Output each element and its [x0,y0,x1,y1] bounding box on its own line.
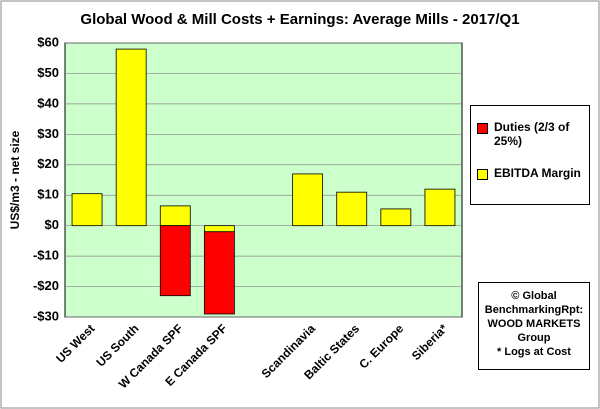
bar [336,191,368,227]
bar [159,205,191,227]
legend-entry: Duties (2/3 of 25%) [475,120,585,148]
y-tick-label: $0 [45,217,59,232]
annotation-line: BenchmarkingRpt: [484,304,584,316]
legend-label: Duties (2/3 of 25%) [494,120,570,148]
legend-label: EBITDA Margin [494,166,581,180]
legend-swatch [477,123,488,134]
legend-entry: EBITDA Margin [475,166,585,180]
bar [71,193,103,227]
annotation-line: * Logs at Cost [497,346,571,358]
y-tick-label: $30 [37,126,59,141]
annotation-line: WOOD MARKETS [487,318,581,330]
bar [424,188,456,227]
annotation-box: © Global BenchmarkingRpt: WOOD MARKETS Grou… [478,282,590,370]
annotation-line: Group [517,332,551,344]
y-tick-label: $10 [37,187,59,202]
chart-title: Global Wood & Mill Costs + Earnings: Ave… [80,11,519,28]
y-tick-label: -$30 [33,308,59,323]
bar [380,208,412,227]
bar [203,225,235,233]
legend: Duties (2/3 of 25%) EBITDA Margin [470,105,590,205]
bar [203,231,235,315]
y-tick-label: $60 [37,34,59,49]
bar [115,48,147,227]
bar [159,225,191,297]
y-tick-label: $40 [37,95,59,110]
y-axis-label: US$/m3 - net size [8,130,22,229]
y-tick-label: -$10 [33,248,59,263]
y-tick-label: -$20 [33,278,59,293]
y-tick-label: $50 [37,65,59,80]
annotation-line: © Global [511,290,557,302]
y-tick-label: $20 [37,156,59,171]
legend-swatch [477,169,488,180]
bar [292,173,324,227]
